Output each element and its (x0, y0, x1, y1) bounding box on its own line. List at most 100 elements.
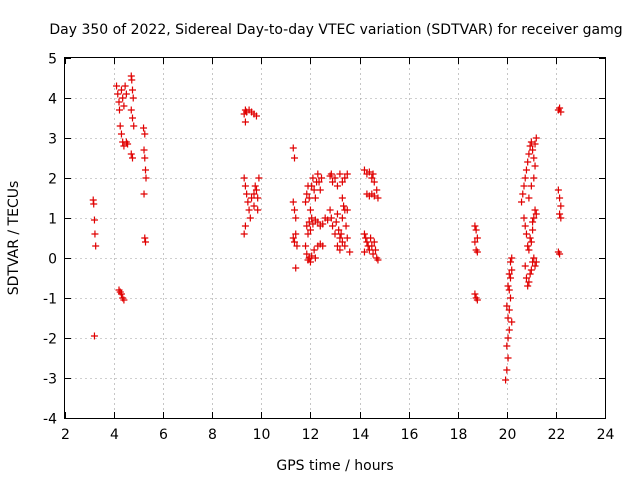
x-tick-label: 24 (597, 427, 615, 443)
data-point (557, 108, 565, 116)
data-point (363, 238, 371, 246)
data-point (130, 122, 138, 130)
data-point (333, 210, 341, 218)
data-point (331, 230, 339, 238)
data-point (289, 144, 297, 152)
data-point (520, 182, 528, 190)
data-point (121, 82, 129, 90)
data-point (305, 218, 313, 226)
data-point (525, 194, 533, 202)
data-point (531, 140, 539, 148)
data-point (250, 202, 258, 210)
data-point (254, 194, 262, 202)
y-tick-label: 1 (48, 212, 57, 228)
data-point (341, 242, 349, 250)
data-point (373, 186, 381, 194)
data-point (522, 166, 530, 174)
data-point (305, 194, 313, 202)
data-point (521, 174, 529, 182)
data-point (360, 230, 368, 238)
data-point (557, 202, 565, 210)
data-point (505, 326, 513, 334)
data-point (524, 158, 532, 166)
data-point (303, 222, 311, 230)
data-point (119, 94, 127, 102)
data-point (504, 282, 512, 290)
data-point (291, 206, 298, 214)
data-point (333, 182, 341, 190)
data-point (532, 258, 540, 266)
data-point (508, 254, 516, 262)
data-point (522, 230, 530, 238)
data-point (306, 206, 314, 214)
data-point (365, 246, 373, 254)
data-point (141, 130, 149, 138)
data-point (141, 154, 149, 162)
data-point (243, 190, 251, 198)
data-point (341, 174, 349, 182)
data-point (525, 150, 533, 158)
data-point (471, 222, 479, 230)
data-point (142, 174, 150, 182)
data-point (309, 174, 317, 182)
data-point (255, 174, 263, 182)
data-point (527, 138, 535, 146)
data-point (120, 102, 128, 110)
data-point (292, 214, 300, 222)
data-point (140, 146, 148, 154)
data-point (127, 150, 135, 158)
data-point (471, 238, 479, 246)
data-point (293, 242, 301, 250)
x-tick-labels: 2 4 6 8 10 12 14 16 18 20 22 24 (61, 427, 614, 443)
data-point (556, 250, 564, 258)
data-point (525, 246, 533, 254)
data-point (327, 214, 335, 222)
x-tick-label: 20 (499, 427, 517, 443)
data-point (529, 218, 537, 226)
data-point (92, 242, 100, 250)
data-point (518, 198, 526, 206)
x-tick-label: 4 (110, 427, 119, 443)
y-tick-label: -1 (43, 292, 57, 308)
data-point (310, 246, 318, 254)
data-point (127, 106, 135, 114)
data-point (241, 222, 249, 230)
data-point (343, 234, 351, 242)
x-tick-label: 22 (548, 427, 566, 443)
data-point (504, 334, 512, 342)
data-point (520, 214, 528, 222)
data-point (473, 234, 481, 242)
data-point (505, 286, 513, 294)
data-points (89, 72, 565, 384)
data-point (370, 192, 378, 200)
data-point (329, 222, 337, 230)
data-point (503, 366, 511, 374)
data-point (524, 282, 532, 290)
data-point (333, 242, 341, 250)
y-axis-title: SDTVAR / TECUs (6, 181, 22, 296)
data-point (250, 190, 258, 198)
data-point (315, 178, 323, 186)
data-point (531, 162, 539, 170)
data-point (308, 252, 316, 260)
data-point (338, 178, 346, 186)
data-point (524, 242, 532, 250)
data-point (503, 342, 511, 350)
data-point (142, 166, 150, 174)
data-point (140, 124, 148, 132)
data-point (504, 354, 512, 362)
data-point (367, 234, 375, 242)
data-point (519, 190, 527, 198)
data-point (471, 290, 479, 298)
data-point (117, 290, 125, 298)
data-point (292, 264, 300, 272)
data-point (129, 94, 137, 102)
data-point (530, 214, 538, 222)
x-tick-label: 16 (401, 427, 419, 443)
data-point (530, 254, 538, 262)
data-point (314, 170, 322, 178)
x-tick-label: 6 (159, 427, 168, 443)
axis-ticks (65, 58, 606, 419)
data-point (302, 242, 310, 250)
data-point (90, 200, 98, 208)
